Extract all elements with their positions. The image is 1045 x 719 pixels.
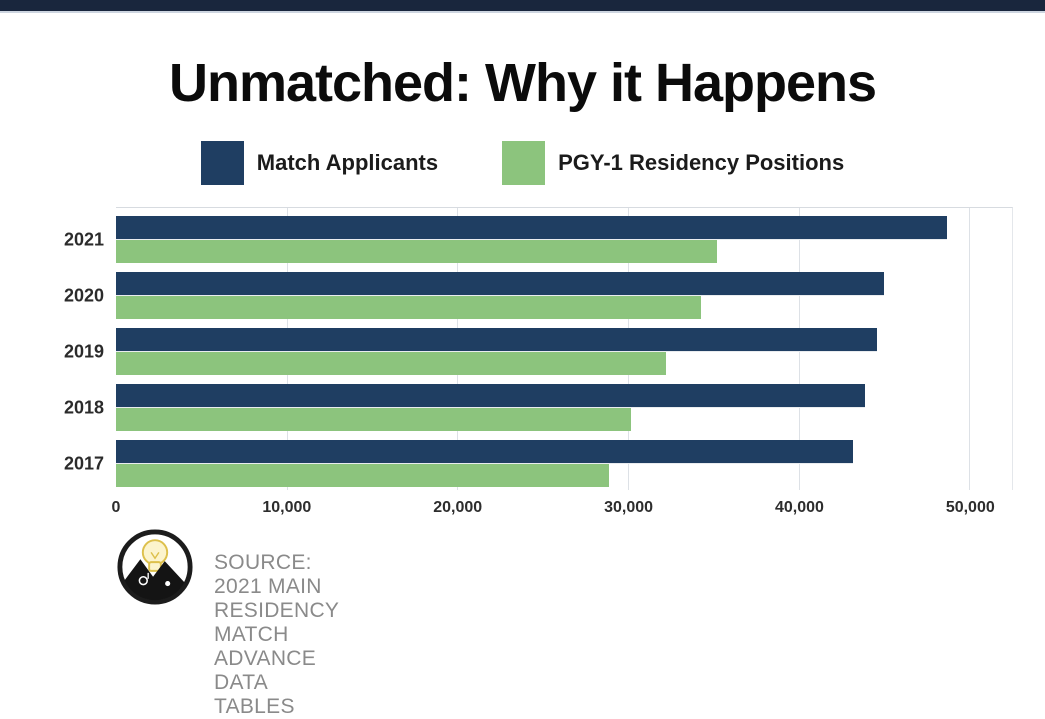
- x-tick-label: 10,000: [262, 499, 312, 516]
- bar-row-2019: 2019: [64, 328, 1012, 375]
- bar-match-applicants-2019: [116, 328, 878, 352]
- year-label: 2019: [63, 341, 104, 361]
- year-label: 2020: [63, 285, 104, 305]
- gridline-50,000: [969, 208, 971, 490]
- legend-label: PGY-1 Residency Positions: [558, 150, 845, 175]
- source-text: SOURCE: 2021 MAIN RESIDENCY MATCH ADVANC…: [214, 551, 339, 718]
- page-title: Unmatched: Why it Happens: [168, 53, 877, 113]
- bar-pgy1-positions-2020: [116, 296, 702, 319]
- bar-match-applicants-2021: [116, 216, 948, 240]
- legend-item-match-applicants: Match Applicants: [200, 141, 439, 185]
- legend-item-pgy1-positions: PGY-1 Residency Positions: [502, 141, 844, 185]
- bar-row-2017: 2017: [64, 440, 1012, 487]
- year-label: 2021: [63, 229, 104, 249]
- year-label: 2018: [63, 397, 104, 417]
- x-tick-label: 50,000: [945, 499, 995, 516]
- x-tick-label: 40,000: [774, 499, 824, 516]
- legend-swatch-green: [502, 141, 546, 185]
- top-accent-bar: [0, 0, 1045, 13]
- bar-pgy1-positions-2018: [116, 408, 632, 431]
- bar-row-2018: 2018: [64, 384, 1012, 431]
- x-tick-label: 30,000: [604, 499, 654, 516]
- bar-row-2020: 2020: [64, 272, 1012, 319]
- legend-label: Match Applicants: [256, 150, 439, 175]
- bar-pgy1-positions-2017: [116, 464, 610, 487]
- x-tick-label: 0: [111, 499, 121, 516]
- legend-swatch-navy: [200, 141, 244, 185]
- bar-chart: 2021 2020 2019 2018 2017 0 10,000 20,000 30,000…: [0, 207, 1045, 522]
- bar-pgy1-positions-2021: [116, 240, 717, 263]
- bar-match-applicants-2017: [116, 440, 854, 464]
- bar-pgy1-positions-2019: [116, 352, 666, 375]
- legend: Match Applicants PGY-1 Residency Positio…: [0, 141, 1045, 185]
- year-label: 2017: [63, 453, 104, 473]
- bar-match-applicants-2018: [116, 384, 866, 408]
- bar-row-2021: 2021: [64, 216, 1012, 263]
- plot-area: 2021 2020 2019 2018 2017: [64, 207, 1013, 490]
- bar-match-applicants-2020: [116, 272, 884, 296]
- x-tick-label: 20,000: [433, 499, 483, 516]
- lightbulb-mountains-logo-icon: [117, 529, 193, 605]
